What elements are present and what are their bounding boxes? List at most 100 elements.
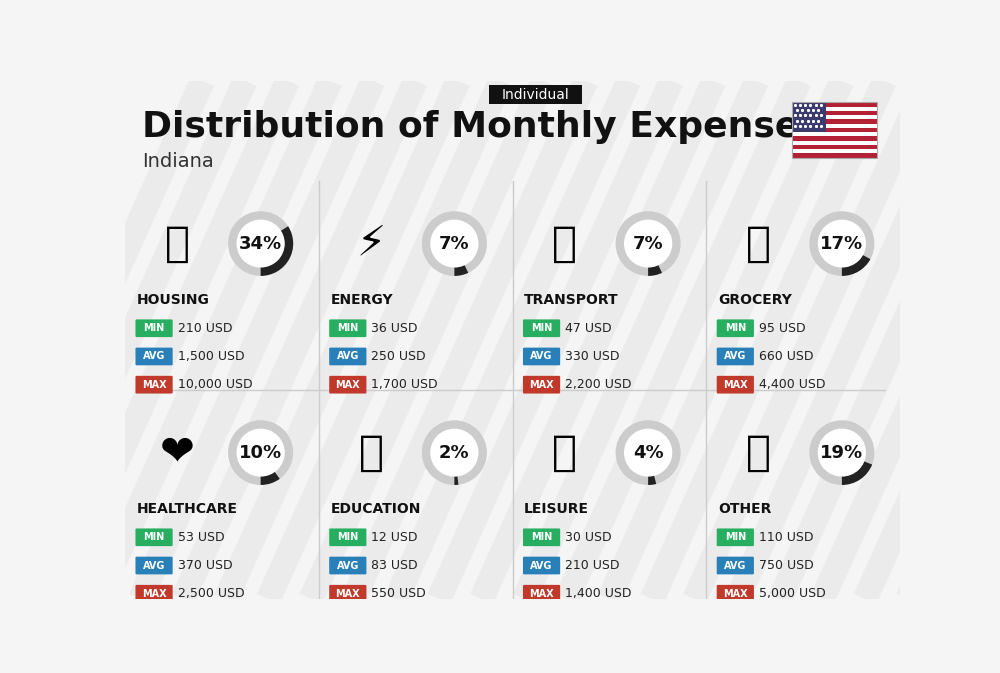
FancyBboxPatch shape	[792, 128, 877, 132]
FancyBboxPatch shape	[329, 320, 366, 337]
FancyBboxPatch shape	[792, 141, 877, 145]
Circle shape	[818, 429, 865, 476]
FancyBboxPatch shape	[329, 528, 366, 546]
Text: 10%: 10%	[239, 444, 282, 462]
FancyBboxPatch shape	[717, 320, 754, 337]
Text: 2,500 USD: 2,500 USD	[178, 588, 244, 600]
Text: MIN: MIN	[143, 532, 165, 542]
FancyBboxPatch shape	[135, 557, 173, 574]
Text: 550 USD: 550 USD	[371, 588, 426, 600]
Text: 2%: 2%	[439, 444, 470, 462]
Text: MAX: MAX	[142, 380, 166, 390]
Text: 1,400 USD: 1,400 USD	[565, 588, 632, 600]
Wedge shape	[648, 475, 656, 485]
Text: 30 USD: 30 USD	[565, 531, 612, 544]
Text: MIN: MIN	[143, 323, 165, 333]
FancyBboxPatch shape	[792, 124, 877, 128]
Text: 7%: 7%	[633, 235, 663, 252]
Text: 🚌: 🚌	[552, 223, 577, 264]
Wedge shape	[454, 476, 458, 485]
FancyBboxPatch shape	[792, 106, 877, 111]
FancyBboxPatch shape	[792, 153, 877, 157]
Wedge shape	[809, 421, 874, 485]
Text: 330 USD: 330 USD	[565, 350, 620, 363]
Text: HOUSING: HOUSING	[137, 293, 210, 307]
FancyBboxPatch shape	[329, 348, 366, 365]
Text: Individual: Individual	[502, 87, 570, 102]
Wedge shape	[422, 211, 487, 276]
Wedge shape	[454, 264, 468, 276]
FancyBboxPatch shape	[523, 348, 560, 365]
FancyBboxPatch shape	[489, 85, 582, 104]
Text: 1,700 USD: 1,700 USD	[371, 378, 438, 391]
Text: MIN: MIN	[725, 323, 746, 333]
Wedge shape	[842, 461, 872, 485]
Text: AVG: AVG	[337, 351, 359, 361]
FancyBboxPatch shape	[792, 149, 877, 153]
Text: 53 USD: 53 USD	[178, 531, 224, 544]
Text: LEISURE: LEISURE	[524, 502, 589, 516]
Text: 5,000 USD: 5,000 USD	[759, 588, 826, 600]
Text: MIN: MIN	[531, 532, 552, 542]
Text: MIN: MIN	[337, 532, 358, 542]
Text: 250 USD: 250 USD	[371, 350, 426, 363]
FancyBboxPatch shape	[792, 102, 826, 132]
Text: 210 USD: 210 USD	[565, 559, 620, 572]
Text: TRANSPORT: TRANSPORT	[524, 293, 619, 307]
Text: GROCERY: GROCERY	[718, 293, 792, 307]
Text: MAX: MAX	[529, 589, 554, 599]
FancyBboxPatch shape	[717, 528, 754, 546]
Circle shape	[431, 429, 478, 476]
FancyBboxPatch shape	[792, 119, 877, 124]
Text: 👜: 👜	[746, 431, 771, 474]
Text: OTHER: OTHER	[718, 502, 771, 516]
Text: HEALTHCARE: HEALTHCARE	[137, 502, 238, 516]
FancyBboxPatch shape	[135, 348, 173, 365]
Circle shape	[237, 429, 284, 476]
Text: 4%: 4%	[633, 444, 663, 462]
Circle shape	[431, 220, 478, 267]
Text: 🏢: 🏢	[165, 223, 190, 264]
Text: 110 USD: 110 USD	[759, 531, 813, 544]
Wedge shape	[228, 211, 293, 276]
Text: AVG: AVG	[530, 561, 553, 571]
Text: MAX: MAX	[336, 589, 360, 599]
Text: AVG: AVG	[143, 561, 165, 571]
Wedge shape	[616, 211, 681, 276]
Text: 95 USD: 95 USD	[759, 322, 806, 334]
Wedge shape	[616, 421, 681, 485]
Text: 1,500 USD: 1,500 USD	[178, 350, 244, 363]
FancyBboxPatch shape	[329, 376, 366, 394]
FancyBboxPatch shape	[523, 585, 560, 602]
Text: MAX: MAX	[142, 589, 166, 599]
Text: AVG: AVG	[724, 351, 746, 361]
Text: 7%: 7%	[439, 235, 470, 252]
FancyBboxPatch shape	[329, 557, 366, 574]
Text: 210 USD: 210 USD	[178, 322, 232, 334]
FancyBboxPatch shape	[717, 348, 754, 365]
FancyBboxPatch shape	[792, 137, 877, 141]
Text: MAX: MAX	[336, 380, 360, 390]
Text: 34%: 34%	[239, 235, 282, 252]
FancyBboxPatch shape	[792, 111, 877, 115]
FancyBboxPatch shape	[792, 115, 877, 119]
FancyBboxPatch shape	[717, 585, 754, 602]
Text: 47 USD: 47 USD	[565, 322, 612, 334]
Wedge shape	[648, 264, 662, 276]
Circle shape	[818, 220, 865, 267]
FancyBboxPatch shape	[135, 376, 173, 394]
Text: ENERGY: ENERGY	[330, 293, 393, 307]
FancyBboxPatch shape	[523, 320, 560, 337]
Circle shape	[237, 220, 284, 267]
FancyBboxPatch shape	[523, 557, 560, 574]
Text: ⚡: ⚡	[356, 223, 386, 264]
FancyBboxPatch shape	[717, 376, 754, 394]
Text: 4,400 USD: 4,400 USD	[759, 378, 825, 391]
Circle shape	[625, 429, 672, 476]
Text: 19%: 19%	[820, 444, 863, 462]
Text: MIN: MIN	[725, 532, 746, 542]
Text: 🎓: 🎓	[359, 431, 384, 474]
Text: 750 USD: 750 USD	[759, 559, 814, 572]
Text: Distribution of Monthly Expenses: Distribution of Monthly Expenses	[142, 110, 821, 144]
Wedge shape	[228, 421, 293, 485]
